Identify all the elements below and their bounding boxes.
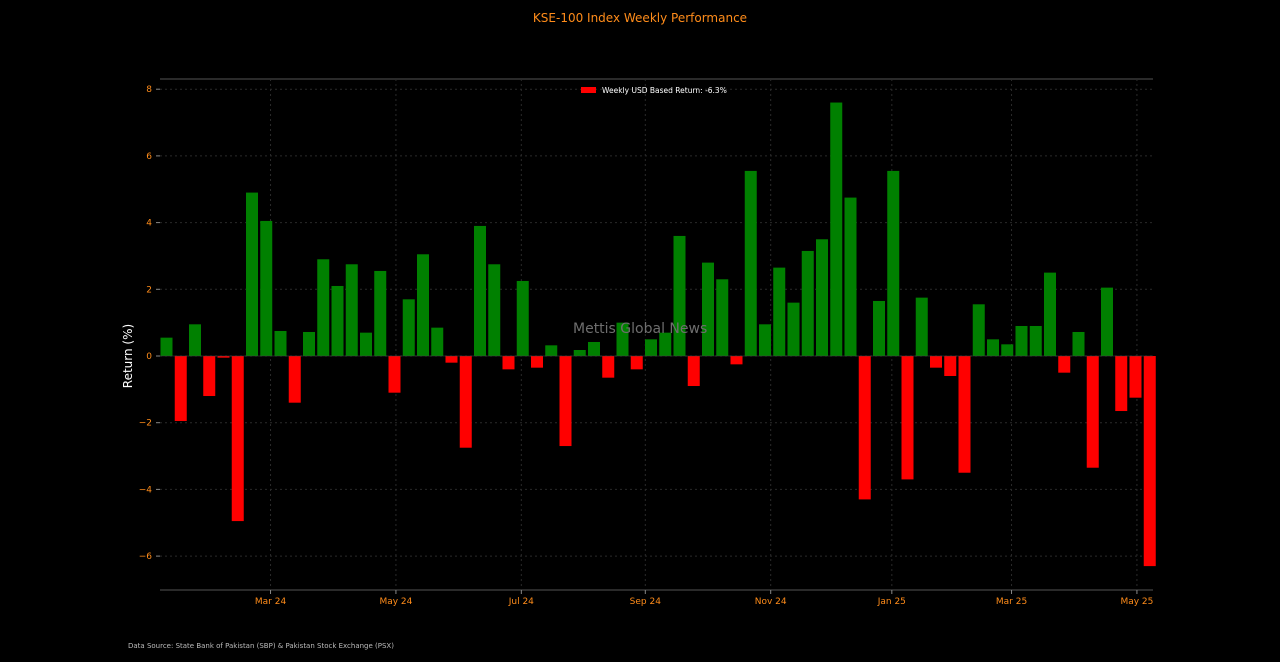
y-axis-label: Return (%) xyxy=(121,324,135,388)
bar xyxy=(231,356,244,522)
bar xyxy=(1086,356,1099,468)
bar xyxy=(388,356,401,393)
bar xyxy=(930,356,942,368)
bar xyxy=(944,356,957,377)
bar xyxy=(901,356,914,480)
bar xyxy=(844,197,857,356)
bar xyxy=(502,356,515,370)
bar xyxy=(1001,344,1014,356)
y-tick-label: −2 xyxy=(139,419,152,429)
bar xyxy=(260,220,273,356)
bar xyxy=(602,356,615,378)
bar xyxy=(559,356,572,447)
y-tick-label: 0 xyxy=(146,352,152,362)
bar xyxy=(217,356,230,358)
bar xyxy=(417,254,429,356)
bar xyxy=(374,270,387,356)
bar xyxy=(588,341,600,356)
bar xyxy=(288,356,301,403)
bar xyxy=(1029,325,1042,356)
bar xyxy=(160,337,173,356)
bar xyxy=(816,239,828,356)
x-tick-label: Mar 25 xyxy=(996,597,1027,607)
bar xyxy=(474,225,486,356)
bar xyxy=(1015,325,1028,356)
bar xyxy=(516,280,529,356)
bar xyxy=(431,327,444,356)
x-tick-label: Sep 24 xyxy=(630,597,662,607)
bar xyxy=(630,356,643,370)
bar xyxy=(246,192,258,356)
bar xyxy=(716,279,729,356)
bar xyxy=(730,356,743,365)
bar xyxy=(303,331,315,356)
y-tick-label: 6 xyxy=(146,152,152,162)
bar xyxy=(787,302,800,356)
bar xyxy=(673,235,686,356)
bar xyxy=(645,339,657,356)
bar xyxy=(459,356,472,448)
bar xyxy=(545,345,558,356)
bar xyxy=(687,356,700,387)
y-tick-label: −6 xyxy=(139,552,153,562)
bar xyxy=(987,339,999,356)
x-tick-label: Jul 24 xyxy=(508,597,534,607)
bar xyxy=(345,264,358,356)
watermark: Mettis Global News xyxy=(573,321,708,337)
legend-label: Weekly USD Based Return: -6.3% xyxy=(602,86,727,95)
bar xyxy=(1072,331,1085,356)
bar xyxy=(1101,287,1113,356)
bar xyxy=(972,304,985,356)
x-tick-label: Mar 24 xyxy=(255,597,287,607)
bar xyxy=(174,356,187,422)
bar xyxy=(402,299,415,356)
bar xyxy=(1115,356,1128,412)
bar xyxy=(360,332,372,356)
y-tick-label: 8 xyxy=(146,85,152,95)
bar xyxy=(801,250,814,356)
bar xyxy=(915,297,928,356)
x-tick-label: Jan 25 xyxy=(877,597,906,607)
bar xyxy=(1044,272,1056,356)
source-note: Data Source: State Bank of Pakistan (SBP… xyxy=(128,642,394,650)
bar xyxy=(488,264,501,356)
bar xyxy=(203,356,216,397)
bar xyxy=(1129,356,1142,398)
bar xyxy=(759,324,771,356)
y-tick-label: 2 xyxy=(146,285,152,295)
bar xyxy=(1058,356,1071,373)
chart-title: KSE-100 Index Weekly Performance xyxy=(532,11,748,25)
bar xyxy=(773,267,786,356)
bar xyxy=(573,349,586,356)
bar xyxy=(830,102,843,356)
bar xyxy=(189,324,201,356)
bar xyxy=(531,356,543,368)
x-tick-label: Nov 24 xyxy=(755,597,787,607)
bar xyxy=(317,259,330,356)
bar xyxy=(887,170,900,356)
bar xyxy=(702,262,714,356)
legend-swatch xyxy=(581,87,596,93)
x-tick-label: May 25 xyxy=(1120,597,1153,607)
bar xyxy=(331,285,344,356)
bar xyxy=(659,332,672,356)
bar xyxy=(858,356,871,500)
bar xyxy=(873,300,885,356)
y-tick-label: −4 xyxy=(139,485,153,495)
bar xyxy=(1143,356,1156,567)
x-tick-label: May 24 xyxy=(379,597,412,607)
y-tick-label: 4 xyxy=(146,219,152,229)
bar xyxy=(958,356,971,473)
bar xyxy=(274,330,287,356)
bar xyxy=(744,170,757,356)
bar xyxy=(616,322,629,356)
bar xyxy=(445,356,458,363)
